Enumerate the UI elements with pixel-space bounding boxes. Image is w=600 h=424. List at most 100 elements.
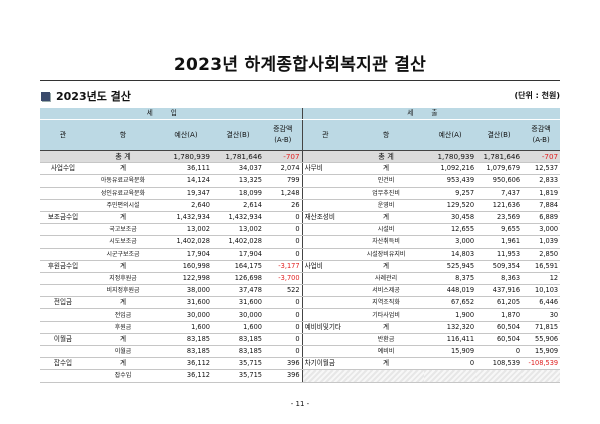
income-settle-cell: 126,698	[212, 272, 264, 286]
table-row: 후원금수입 계 160,998 164,175 -3,177 사업비 계 525,945 509…	[40, 260, 561, 273]
expense-hang-cell: 계	[348, 162, 425, 176]
expense-settle-cell: 60,504	[476, 333, 523, 347]
total-row: 총 계 1,780,939 1,781,646 -707 총 계 1,780,939 1,7…	[40, 150, 561, 164]
income-settle-cell: 83,185	[212, 333, 264, 347]
expense-budget-cell: 12,655	[424, 223, 477, 237]
income-hang-cell: 잡수입	[86, 369, 160, 383]
income-diff-cell: -3,177	[264, 260, 303, 273]
expense-diff-cell: 2,833	[522, 174, 561, 188]
income-diff-cell: 0	[264, 296, 303, 310]
expense-gwan-cell	[302, 235, 349, 249]
table-row: 사업수입 계 36,111 34,037 2,074 사무비 계 1,092,216 1,079…	[40, 162, 561, 176]
income-diff-cell: 0	[264, 235, 303, 249]
expense-settle-cell: 61,205	[476, 296, 523, 310]
income-hang-cell: 전입금	[86, 308, 160, 322]
income-hang-cell: 이월금	[86, 345, 160, 359]
income-budget-cell: 38,000	[160, 284, 212, 298]
income-gwan-cell	[40, 187, 86, 200]
square-bullet-icon	[41, 92, 50, 101]
income-diff-cell: 26	[264, 199, 303, 212]
income-gwan-cell	[40, 174, 86, 188]
income-hang-cell: 계	[86, 162, 160, 176]
expense-gwan-cell	[302, 308, 349, 322]
expense-budget-cell: 9,257	[424, 187, 477, 200]
income-diff-cell: 396	[264, 369, 303, 383]
income-settle-cell: 18,099	[212, 187, 264, 200]
expense-diff-cell: 6,446	[522, 296, 561, 310]
col-diff-income: 증감액 (A-B)	[264, 119, 303, 151]
expense-gwan-cell	[302, 345, 349, 359]
expense-hang-cell: 예비비	[348, 345, 425, 359]
col-budget-expense: 예산(A)	[424, 119, 477, 151]
income-gwan-cell	[40, 308, 86, 322]
expense-hang-cell: 시설장비유지비	[348, 248, 425, 261]
income-settle-cell: 1,402,028	[212, 235, 264, 249]
expense-settle-cell: 0	[476, 345, 523, 359]
income-budget-cell: 36,112	[160, 369, 212, 383]
income-hang-cell: 후원금	[86, 321, 160, 334]
expense-gwan-cell	[302, 199, 349, 212]
expense-diff-cell: 1,819	[522, 187, 561, 200]
table-row: 전입금 30,000 30,000 0 기타사업비 1,900 1,870 30	[40, 308, 561, 322]
expense-budget-cell: 1,780,939	[424, 150, 477, 164]
expense-gwan-cell: 예비비및기타	[302, 321, 349, 334]
table-row: 잡수입 계 36,112 35,715 396 차기이월금 계 0 108,539 -108,53…	[40, 357, 561, 371]
income-hang-cell: 계	[86, 357, 160, 371]
income-gwan-cell	[40, 150, 86, 164]
income-budget-cell: 19,347	[160, 187, 212, 200]
col-gwan-income: 관	[40, 119, 86, 151]
expense-settle-cell: 1,961	[476, 235, 523, 249]
expense-gwan-cell	[302, 248, 349, 261]
income-diff-cell: 0	[264, 321, 303, 334]
income-diff-cell: -3,700	[264, 272, 303, 286]
income-budget-cell: 14,124	[160, 174, 212, 188]
section-title: 2023년도 결산	[56, 90, 131, 103]
income-budget-cell: 1,402,028	[160, 235, 212, 249]
expense-diff-cell: 3,000	[522, 223, 561, 237]
income-diff-cell: 0	[264, 211, 303, 225]
expense-budget-cell: 3,000	[424, 235, 477, 249]
table-row: 이월금 83,185 83,185 0 예비비 15,909 0 15,909	[40, 345, 561, 359]
income-diff-cell: -707	[264, 150, 303, 164]
page-title: 2023년 하계종합사회복지관 결산	[173, 55, 427, 75]
income-hang-cell: 시도보조금	[86, 235, 160, 249]
expense-hang-cell: 계	[348, 321, 425, 334]
income-budget-cell: 17,904	[160, 248, 212, 261]
table-row: 이월금 계 83,185 83,185 0 반환금 116,411 60,504 55,906	[40, 333, 561, 347]
expense-hang-cell: 계	[348, 357, 425, 371]
expense-diff-cell: -108,539	[522, 357, 561, 371]
expense-diff-cell: 30	[522, 308, 561, 322]
income-diff-cell: 0	[264, 248, 303, 261]
unit-label: (단위 : 천원)	[514, 91, 560, 100]
table-row: 국고보조금 13,002 13,002 0 시설비 12,655 9,655 3,000	[40, 223, 561, 237]
income-gwan-cell: 잡수입	[40, 357, 86, 371]
income-gwan-cell: 사업수입	[40, 162, 86, 176]
page-number: - 11 -	[290, 400, 310, 408]
income-settle-cell: 164,175	[212, 260, 264, 273]
table-row: 전입금 계 31,600 31,600 0 지역조직화 67,652 61,205 6,446	[40, 296, 561, 310]
table-row: 시군구보조금 17,904 17,904 0 시설장비유지비 14,803 11,953 2,…	[40, 248, 561, 261]
expense-budget-cell: 1,092,216	[424, 162, 477, 176]
expense-diff-cell: -707	[522, 150, 561, 164]
income-gwan-cell	[40, 223, 86, 237]
income-budget-cell: 1,432,934	[160, 211, 212, 225]
income-settle-cell: 30,000	[212, 308, 264, 322]
expense-gwan-cell	[302, 369, 349, 383]
income-gwan-cell	[40, 369, 86, 383]
income-settle-cell: 1,600	[212, 321, 264, 334]
income-budget-cell: 13,002	[160, 223, 212, 237]
expense-gwan-cell: 재산조성비	[302, 211, 349, 225]
expense-settle-cell	[476, 369, 523, 383]
expense-diff-cell: 55,906	[522, 333, 561, 347]
expense-gwan-cell: 사무비	[302, 162, 349, 176]
table-row: 주민편의시설 2,640 2,614 26 운영비 129,520 121,636 7,884	[40, 199, 561, 212]
income-settle-cell: 34,037	[212, 162, 264, 176]
income-budget-cell: 1,600	[160, 321, 212, 334]
expense-hang-cell: 운영비	[348, 199, 425, 212]
expense-budget-cell: 1,900	[424, 308, 477, 322]
income-diff-cell: 799	[264, 174, 303, 188]
income-budget-cell: 83,185	[160, 333, 212, 347]
expense-budget-cell: 448,019	[424, 284, 477, 298]
income-gwan-cell: 전입금	[40, 296, 86, 310]
expense-hang-cell: 시설비	[348, 223, 425, 237]
